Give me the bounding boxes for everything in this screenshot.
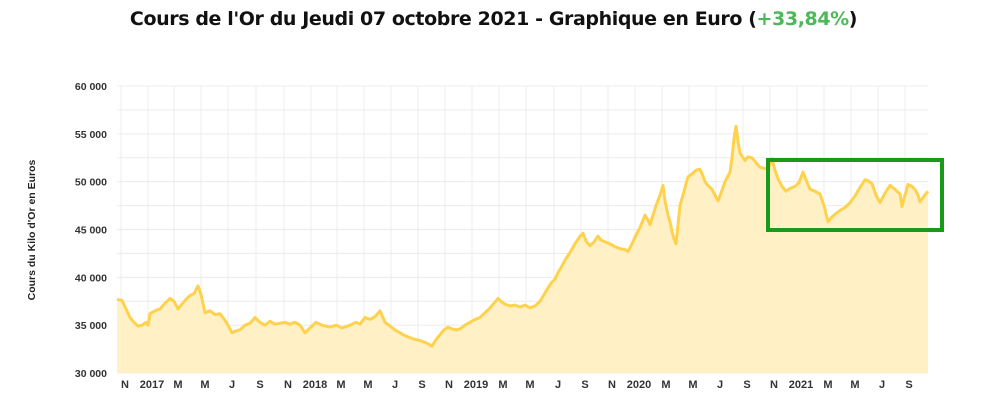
x-tick-label: J bbox=[229, 379, 235, 391]
percent-change: +33,84% bbox=[756, 8, 850, 30]
x-tick-label: S bbox=[581, 379, 588, 391]
y-axis-ticks: 60 000 55 000 50 000 45 000 40 000 35 000 30 0… bbox=[75, 81, 107, 380]
price-line bbox=[116, 124, 930, 348]
y-tick-label: 35 000 bbox=[75, 320, 107, 332]
y-tick-label: 50 000 bbox=[75, 177, 107, 189]
x-tick-label: M bbox=[850, 379, 859, 391]
price-area-fill bbox=[117, 126, 928, 373]
x-tick-label: J bbox=[879, 379, 885, 391]
x-tick-label: N bbox=[284, 379, 292, 391]
x-tick-label: N bbox=[445, 379, 453, 391]
highlight-box bbox=[766, 158, 944, 232]
x-tick-label: 2017 bbox=[140, 379, 164, 391]
x-tick-label: J bbox=[555, 379, 561, 391]
y-tick-label: 40 000 bbox=[75, 272, 107, 284]
x-tick-label: M bbox=[363, 379, 372, 391]
x-tick-label: N bbox=[121, 379, 129, 391]
x-axis-ticks: N 2017 M M J S N 2018 M M J S N 2019 M M J S N 2020 M M J S N 202… bbox=[121, 379, 913, 391]
x-tick-label: M bbox=[336, 379, 345, 391]
x-tick-label: S bbox=[743, 379, 750, 391]
x-tick-label: M bbox=[661, 379, 670, 391]
x-tick-label: S bbox=[418, 379, 425, 391]
x-tick-label: N bbox=[770, 379, 778, 391]
x-tick-label: M bbox=[525, 379, 534, 391]
x-tick-label: 2020 bbox=[627, 379, 651, 391]
chart-title: Cours de l'Or du Jeudi 07 octobre 2021 -… bbox=[0, 8, 987, 30]
x-tick-label: N bbox=[608, 379, 616, 391]
x-tick-label: S bbox=[256, 379, 263, 391]
y-tick-label: 45 000 bbox=[75, 225, 107, 237]
x-tick-label: S bbox=[905, 379, 912, 391]
x-tick-label: 2019 bbox=[464, 379, 488, 391]
x-tick-label: J bbox=[717, 379, 723, 391]
x-tick-label: M bbox=[823, 379, 832, 391]
x-tick-label: M bbox=[200, 379, 209, 391]
x-tick-label: M bbox=[173, 379, 182, 391]
x-tick-label: J bbox=[392, 379, 398, 391]
x-tick-label: M bbox=[688, 379, 697, 391]
y-tick-label: 55 000 bbox=[75, 129, 107, 141]
y-tick-label: 60 000 bbox=[75, 81, 107, 93]
x-tick-label: 2021 bbox=[789, 379, 813, 391]
chart-title-close: ) bbox=[848, 8, 858, 30]
y-tick-label: 30 000 bbox=[75, 368, 107, 380]
x-tick-label: 2018 bbox=[303, 379, 327, 391]
chart-title-main: Cours de l'Or du Jeudi 07 octobre 2021 -… bbox=[129, 8, 757, 30]
x-tick-label: M bbox=[498, 379, 507, 391]
